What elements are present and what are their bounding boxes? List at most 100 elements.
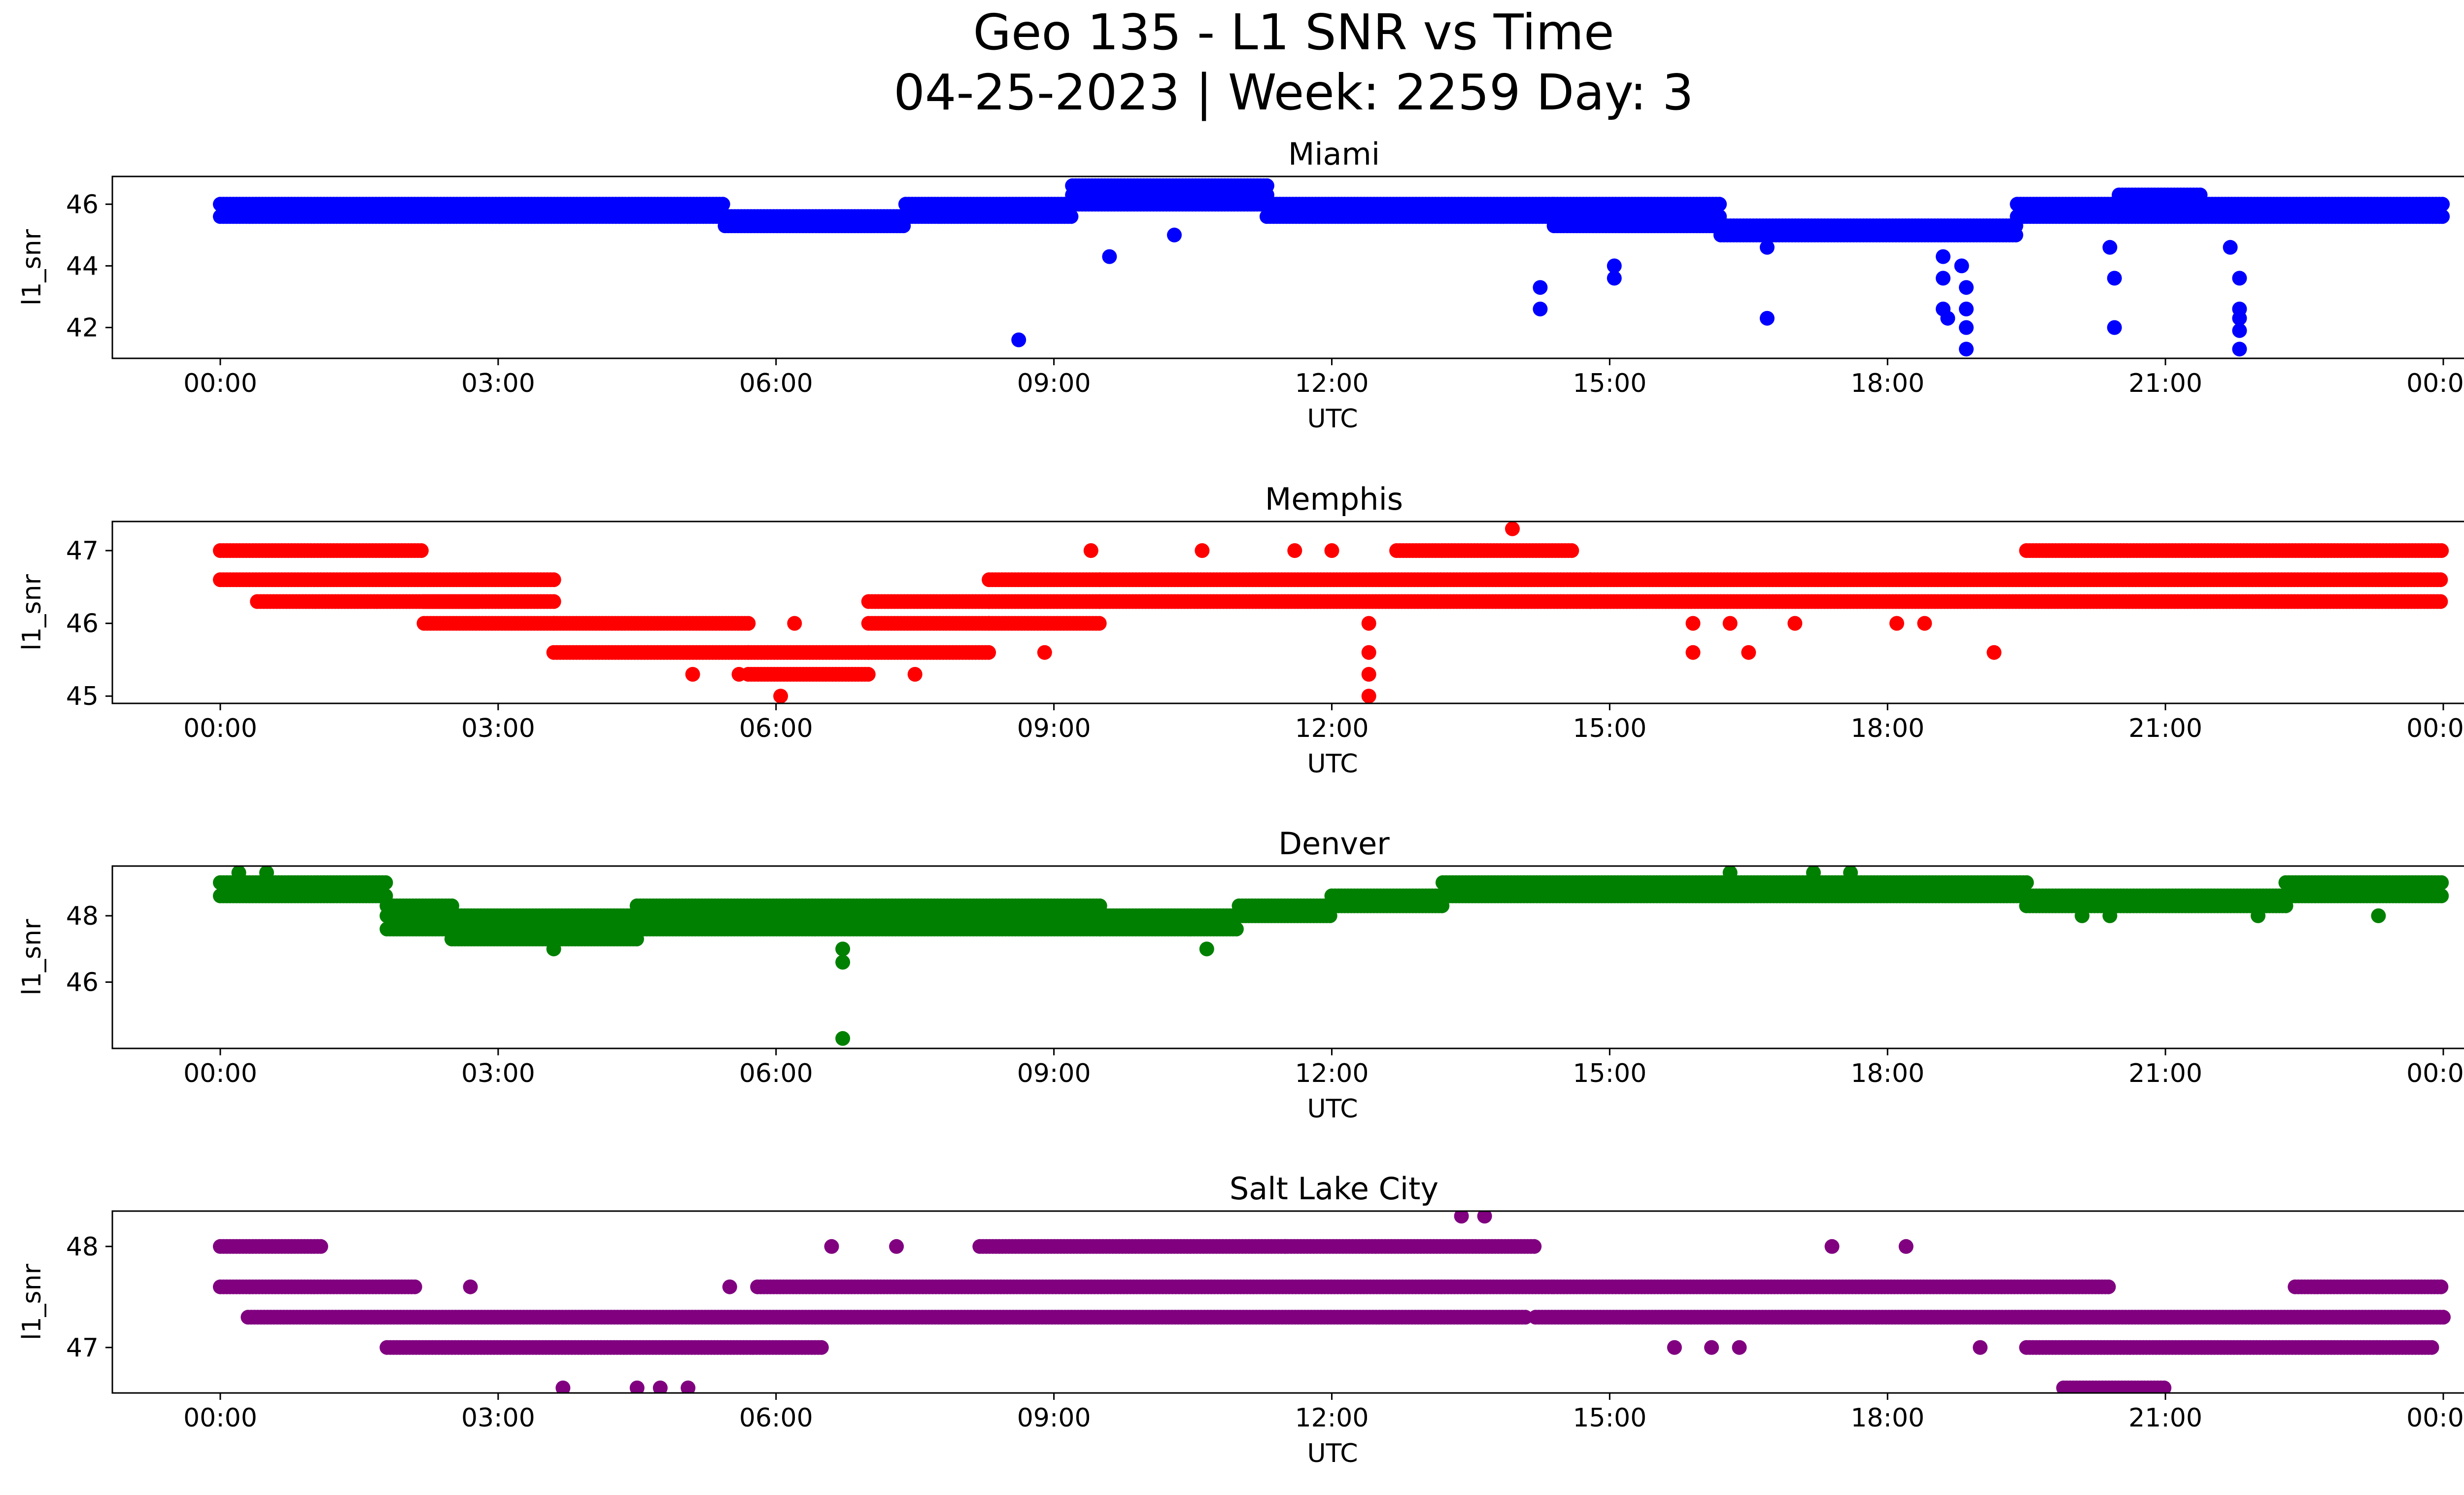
data-point xyxy=(1917,616,1932,631)
data-point xyxy=(741,616,756,631)
subplots: Miami 00:00 03:00 06:00 09:00 12:00 15:00 18:00… xyxy=(17,136,2464,1468)
data-point xyxy=(2433,594,2448,609)
data-point xyxy=(2232,323,2247,338)
data-point xyxy=(773,689,788,703)
data-point xyxy=(1259,178,1274,193)
scatter-points xyxy=(213,178,2450,357)
data-point xyxy=(1361,616,1376,631)
data-point xyxy=(546,572,561,588)
x-tick-label: 12:00 xyxy=(1295,714,1369,743)
data-point xyxy=(2434,888,2449,904)
data-point xyxy=(2433,572,2448,588)
data-point xyxy=(715,197,730,212)
data-point xyxy=(1936,249,1951,264)
data-point xyxy=(1889,616,1904,631)
y-tick-label: 47 xyxy=(66,536,99,566)
data-point xyxy=(1787,616,1803,631)
data-point xyxy=(835,955,851,970)
data-point xyxy=(1167,227,1182,243)
x-tick-label: 18:00 xyxy=(1850,369,1924,398)
data-point xyxy=(413,543,429,558)
y-tick-label: 42 xyxy=(66,313,99,343)
subplot-miami: Miami 00:00 03:00 06:00 09:00 12:00 15:00 18:00… xyxy=(17,136,2464,434)
data-point xyxy=(1954,258,1969,274)
x-axis-label: UTC xyxy=(1307,749,1358,779)
x-tick-label: 21:00 xyxy=(2128,369,2202,398)
data-point xyxy=(1533,301,1548,316)
data-point xyxy=(1607,258,1622,274)
data-point xyxy=(1959,280,1974,295)
x-tick-label: 15:00 xyxy=(1573,369,1646,398)
data-point xyxy=(1195,543,1210,558)
data-point xyxy=(2107,320,2122,335)
figure-title-line1: Geo 135 - L1 SNR vs Time xyxy=(973,3,1614,61)
y-tick-label: 46 xyxy=(66,190,99,219)
data-point xyxy=(2019,875,2034,890)
data-point xyxy=(685,667,700,682)
x-tick-label: 00:00 xyxy=(2406,714,2464,743)
data-point xyxy=(1199,941,1214,957)
data-point xyxy=(1102,249,1117,264)
data-point xyxy=(1986,645,2002,660)
data-point xyxy=(1092,616,1107,631)
x-tick-label: 09:00 xyxy=(1017,369,1091,398)
data-point xyxy=(1287,543,1302,558)
x-tick-label: 03:00 xyxy=(461,714,535,743)
data-point xyxy=(1722,616,1738,631)
y-tick-label: 44 xyxy=(66,251,99,281)
data-point xyxy=(1505,522,1520,536)
scatter-points xyxy=(213,522,2449,703)
data-point xyxy=(1712,197,1727,212)
data-point xyxy=(1940,311,1955,326)
data-point xyxy=(1083,543,1098,558)
data-point xyxy=(1959,320,1974,335)
data-point xyxy=(1685,616,1701,631)
data-point xyxy=(1685,645,1701,660)
y-axis-label: l1_snr xyxy=(17,574,47,651)
data-point xyxy=(1037,645,1052,660)
data-point xyxy=(1361,645,1376,660)
data-point xyxy=(981,645,996,660)
data-point xyxy=(1759,240,1775,255)
x-tick-label: 00:00 xyxy=(183,369,257,398)
data-point xyxy=(1011,332,1027,348)
y-axis-label: l1_snr xyxy=(17,229,47,306)
data-point xyxy=(2435,197,2450,212)
y-tick-label: 45 xyxy=(66,682,99,711)
data-point xyxy=(1759,311,1775,326)
x-tick-label: 12:00 xyxy=(1295,369,1369,398)
data-point xyxy=(1607,271,1622,286)
x-tick-label: 00:00 xyxy=(2406,369,2464,398)
axes-frame xyxy=(111,521,2464,704)
data-point xyxy=(1324,543,1339,558)
data-point xyxy=(2223,240,2238,255)
x-tick-label: 00:00 xyxy=(183,714,257,743)
data-point xyxy=(1361,667,1376,682)
data-point xyxy=(835,941,851,957)
data-point xyxy=(2435,209,2450,224)
subplot-title: Memphis xyxy=(1265,481,1403,517)
data-point xyxy=(907,667,923,682)
data-point xyxy=(2232,271,2247,286)
data-point xyxy=(2434,543,2449,558)
data-point xyxy=(378,875,393,890)
y-tick-label: 46 xyxy=(66,609,99,639)
data-point xyxy=(1361,689,1376,703)
x-tick-label: 06:00 xyxy=(739,714,813,743)
data-point xyxy=(1959,301,1974,316)
data-point xyxy=(1959,342,1974,357)
data-point xyxy=(2102,240,2118,255)
x-tick-label: 15:00 xyxy=(1573,714,1646,743)
data-point xyxy=(787,616,802,631)
scatter-points xyxy=(213,866,2449,1046)
figure-title-line2: 04-25-2023 | Week: 2259 Day: 3 xyxy=(893,64,1693,121)
x-tick-label: 03:00 xyxy=(461,369,535,398)
data-point xyxy=(546,594,561,609)
data-point xyxy=(731,667,747,682)
data-point xyxy=(1741,645,1756,660)
data-point xyxy=(2434,875,2449,890)
subplot-title: Miami xyxy=(1288,136,1380,172)
x-tick-label: 06:00 xyxy=(739,369,813,398)
